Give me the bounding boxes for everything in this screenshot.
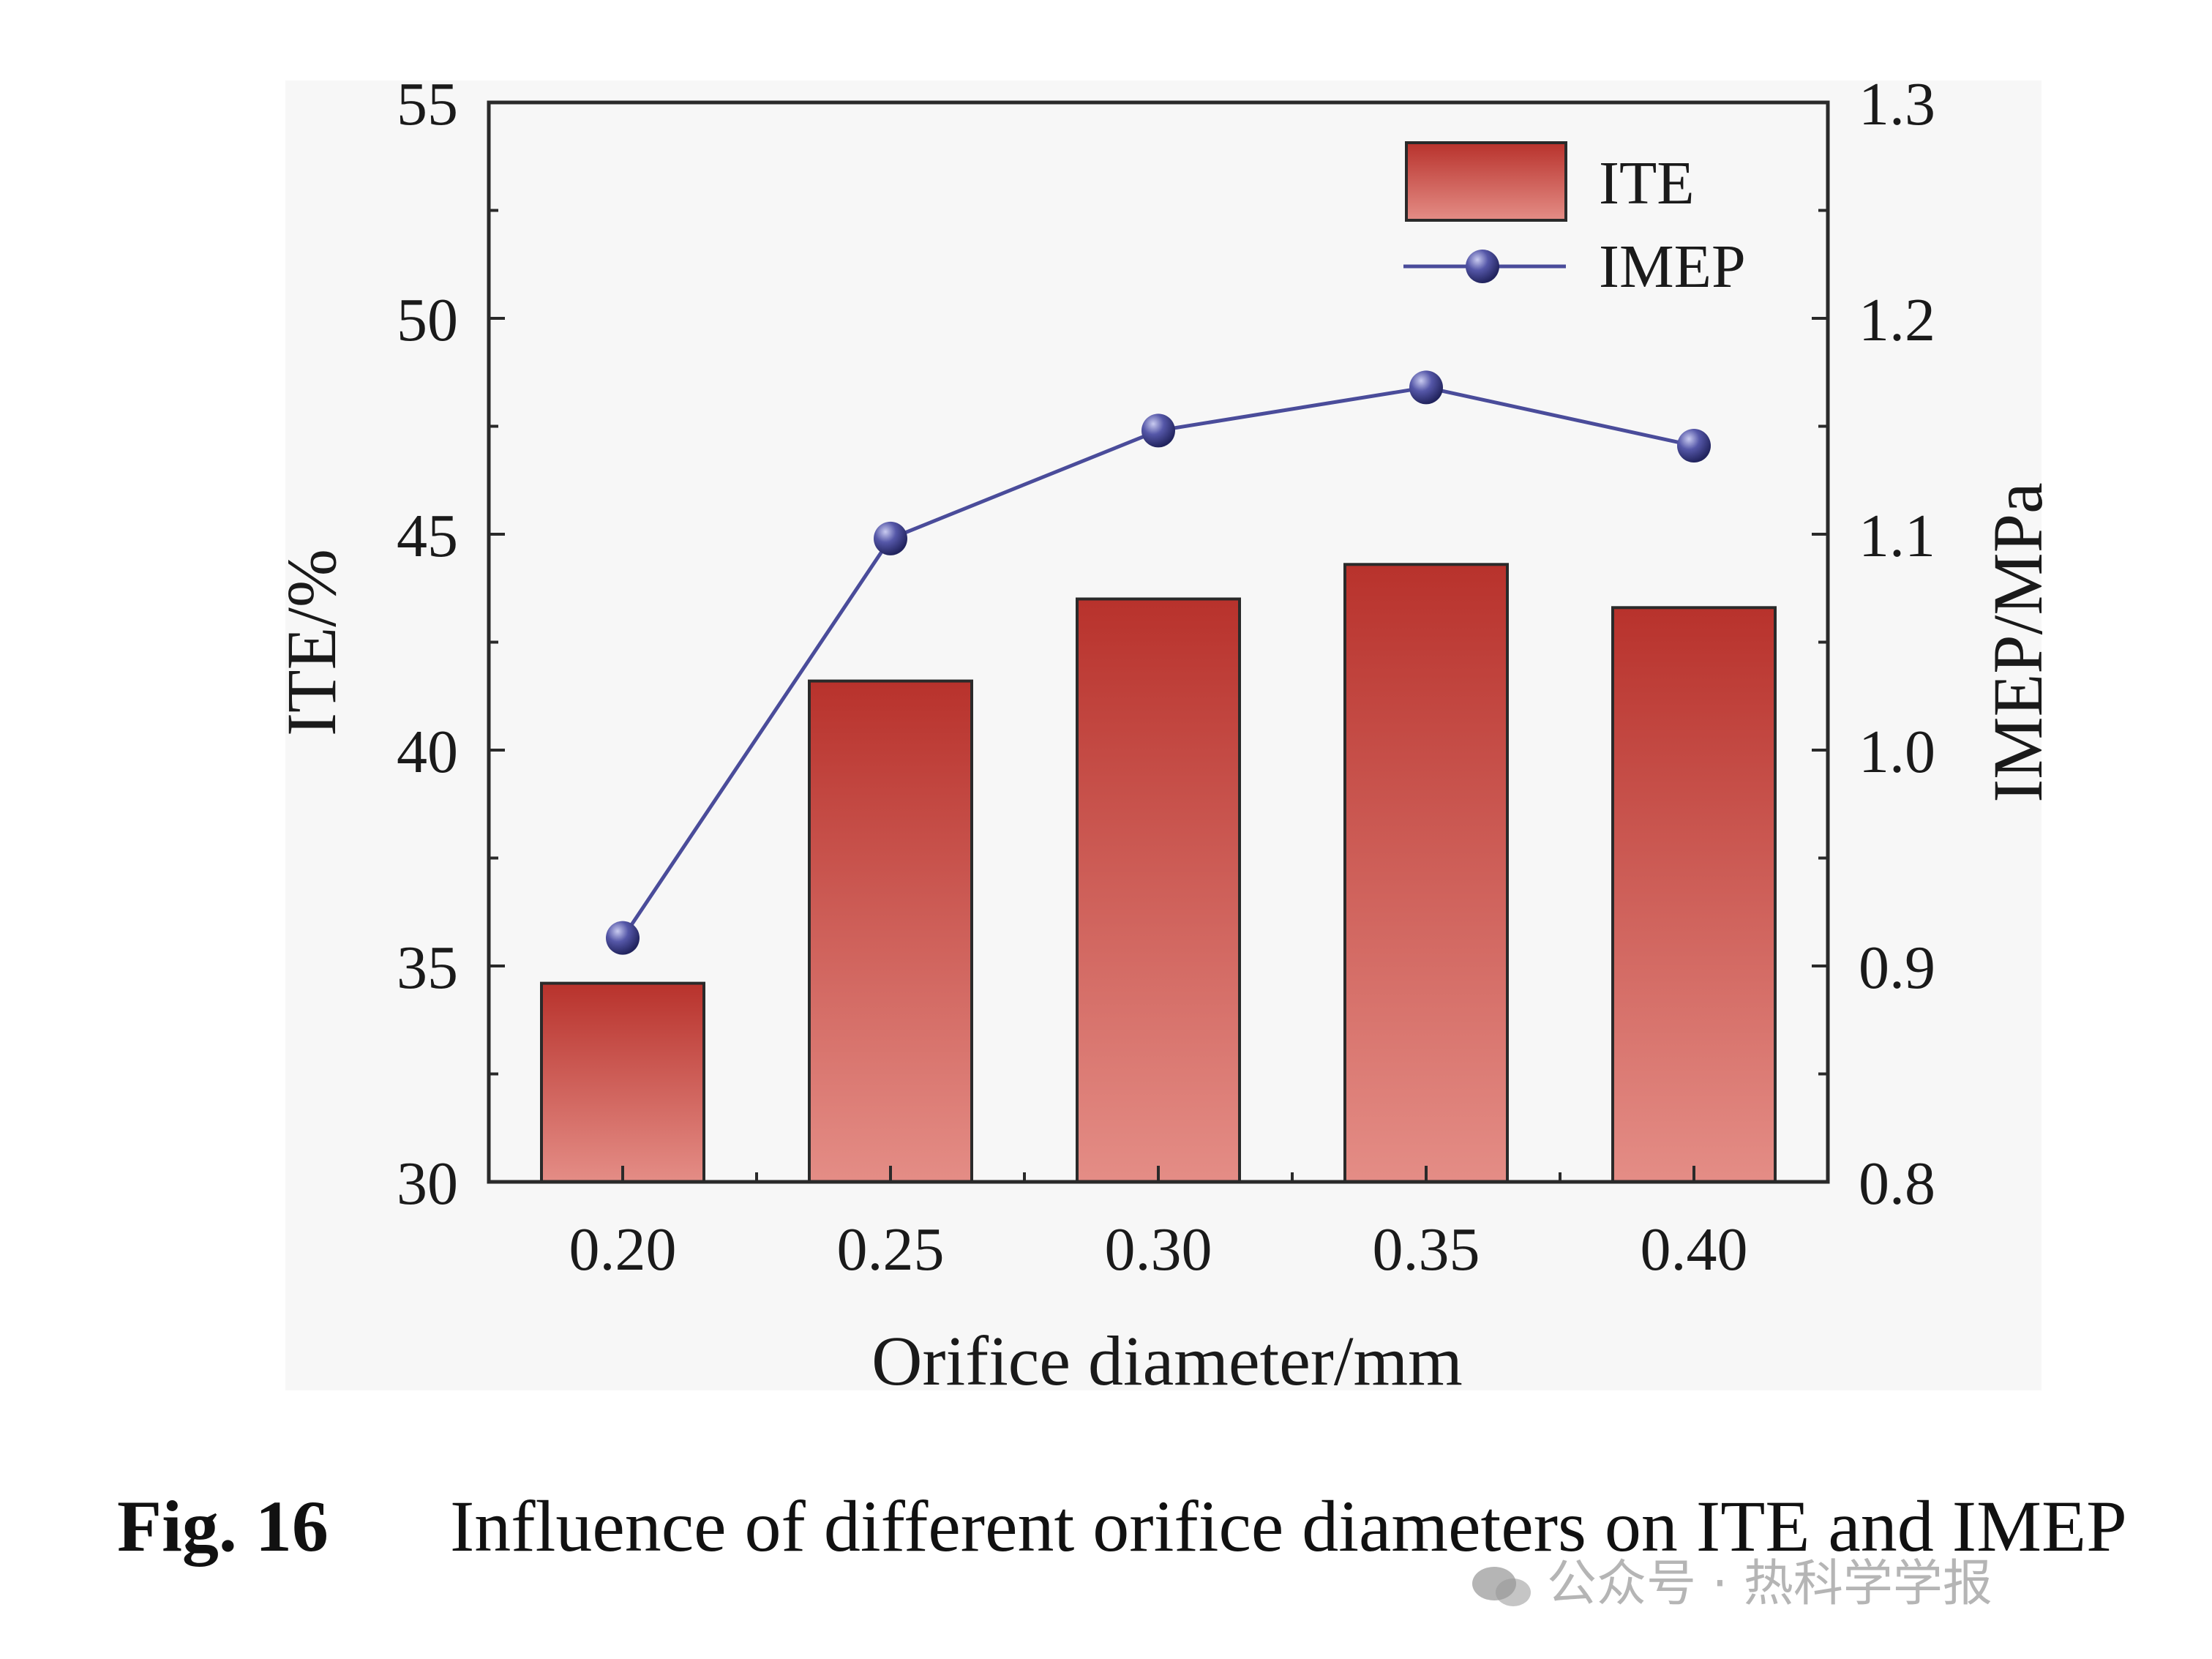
imep-point-3 <box>1409 370 1443 405</box>
x-tick-label: 0.35 <box>1373 1216 1480 1284</box>
bar-ite-1 <box>808 679 973 1183</box>
y2-axis-label: IMEP/MPa <box>1979 482 2057 802</box>
watermark: 公众号 · 热科学学报 <box>1471 1543 1992 1615</box>
bar-ite-3 <box>1343 563 1509 1183</box>
chart: 30 35 40 45 50 55 0.8 0.9 1.0 1.1 1.2 1.3 0.20 0.25 0.… <box>272 70 2057 1400</box>
imep-point-1 <box>874 521 907 555</box>
imep-point-2 <box>1141 413 1175 448</box>
bar-ite-4 <box>1611 606 1777 1183</box>
y-tick-label: 30 <box>397 1150 458 1218</box>
legend-ite-swatch <box>1405 141 1567 222</box>
imep-point-4 <box>1677 429 1711 463</box>
x-tick-label: 0.20 <box>569 1216 677 1284</box>
legend-imep-label: IMEP <box>1599 233 1746 301</box>
x-tick-label: 0.40 <box>1641 1216 1748 1284</box>
watermark-text: 公众号 · 热科学学报 <box>1547 1555 1992 1613</box>
x-tick-label: 0.30 <box>1105 1216 1212 1284</box>
y-axis-label: ITE/% <box>272 549 350 736</box>
imep-point-0 <box>606 921 640 955</box>
figure-number: Fig. 16 <box>117 1486 329 1567</box>
bar-ite-2 <box>1076 597 1241 1183</box>
y2-tick-label: 1.0 <box>1859 718 1935 786</box>
x-tick-label: 0.25 <box>837 1216 945 1284</box>
bar-ite-0 <box>540 981 705 1183</box>
wechat-icon <box>1472 1567 1531 1607</box>
y-tick-label: 55 <box>397 70 458 138</box>
y-tick-label: 40 <box>397 718 458 786</box>
y2-tick-label: 0.9 <box>1859 934 1935 1002</box>
y2-tick-label: 1.2 <box>1859 286 1935 354</box>
y-tick-label: 35 <box>397 934 458 1002</box>
y-tick-label: 45 <box>397 502 458 570</box>
legend: ITE IMEP <box>1403 141 1746 301</box>
legend-imep-marker <box>1466 250 1499 283</box>
y-tick-label: 50 <box>397 286 458 354</box>
x-axis-label: Orifice diameter/mm <box>871 1322 1463 1400</box>
y2-tick-label: 0.8 <box>1859 1150 1935 1218</box>
y2-tick-label: 1.3 <box>1859 70 1935 138</box>
figure-caption-text: Influence of different orifice diameters… <box>450 1486 2127 1567</box>
legend-ite-label: ITE <box>1599 149 1695 217</box>
y2-tick-label: 1.1 <box>1859 502 1935 570</box>
